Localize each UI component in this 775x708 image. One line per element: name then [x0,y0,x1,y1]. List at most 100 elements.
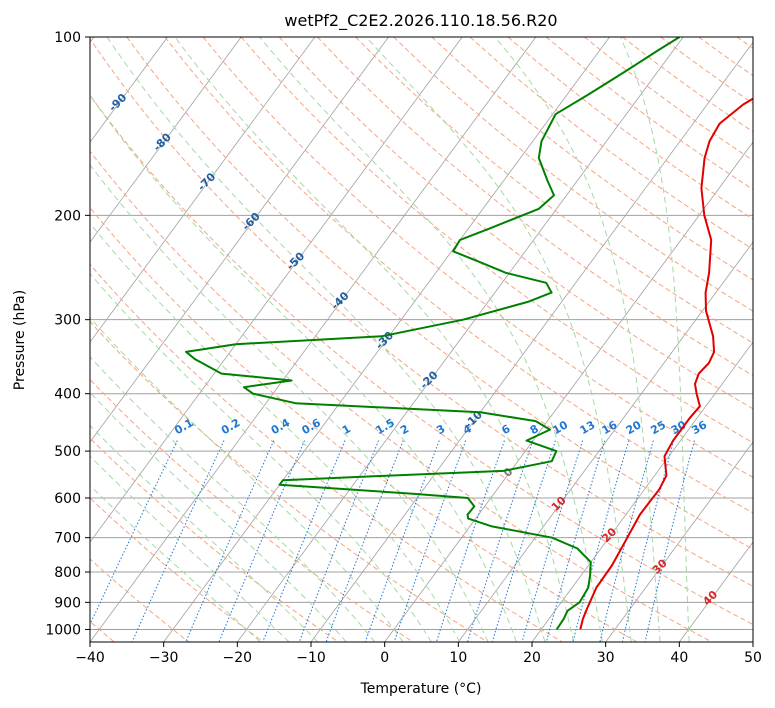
isotherm-label: -50 [284,249,307,272]
mixing-ratio-label: 16 [600,418,620,437]
mixing-ratio-line [325,440,404,642]
x-tick-label: 30 [597,650,615,666]
mixing-ratio-line [467,440,534,642]
isotherm-label: -20 [417,368,440,391]
moist-adiabat [106,37,546,642]
isotherm-line [531,341,753,642]
y-tick-label: 700 [54,531,81,547]
moist-adiabat [90,164,489,642]
y-tick-label: 400 [54,387,81,403]
dry-adiabat [90,320,488,642]
isotherm-label: -100 [59,48,88,77]
dry-adiabat [126,37,753,550]
x-tick-label: 0 [380,650,389,666]
mixing-ratio-label: 0.6 [299,416,323,437]
isotherm-line [384,141,753,642]
dry-adiabat [90,150,712,642]
y-axis-label: Pressure (hPa) [12,290,28,390]
isotherm-label: 40 [700,588,720,608]
moist-adiabat [90,272,432,642]
moist-adiabat [619,37,690,642]
y-tick-label: 800 [54,565,81,581]
x-tick-label: −10 [296,650,326,666]
mixing-ratio-line [435,440,505,642]
dry-adiabat [90,263,563,642]
dry-adiabat [393,37,753,312]
mixing-ratio-label: 0.1 [172,416,195,437]
moist-adiabat [494,37,661,642]
isotherm-label: 10 [549,494,569,514]
isotherm-line [605,441,753,642]
mixing-ratio-label: 1 [340,422,353,437]
moist-adiabat [90,94,517,642]
mixing-ratio-label: 0.2 [219,416,242,437]
moist-adiabat [174,37,575,642]
isotherm-label: -80 [151,130,174,153]
mixing-ratio-line [298,440,379,642]
temperature-profile [579,97,753,630]
isotherm-line [163,37,610,642]
moist-adiabat [90,222,461,642]
y-tick-label: 500 [54,444,81,460]
mixing-ratio-label: 2 [398,422,411,437]
x-tick-label: 20 [523,650,541,666]
isotherm-line [237,37,684,642]
isotherm-line [90,37,389,443]
mixing-ratio-line [545,440,606,642]
mixing-ratio-label: 20 [624,418,644,437]
x-tick-label: −40 [75,650,105,666]
y-tick-label: 1000 [45,622,81,638]
mixing-ratio-line [90,440,178,626]
dry-adiabat [164,37,753,514]
mixing-ratio-line [521,440,584,642]
dry-adiabat [90,37,753,587]
plot-frame [89,36,754,643]
y-tick-label: 900 [54,595,81,611]
dry-adiabat [698,37,753,77]
mixing-ratio-label: 13 [578,418,598,437]
x-axis-label: Temperature (°C) [360,681,482,697]
mixing-ratio-line [491,440,556,642]
mixing-ratio-label: 10 [550,418,570,437]
isotherm-label: -70 [195,170,218,193]
x-tick-label: −20 [223,650,253,666]
moist-adiabat [365,37,632,642]
mixing-ratio-line [218,440,305,642]
moist-adiabat [90,424,319,642]
dry-adiabat [622,37,753,133]
dry-adiabat [278,37,753,410]
mixing-ratio-line [572,440,630,642]
isotherm-label: -40 [328,289,351,312]
mixing-ratio-label: 25 [648,418,668,437]
mixing-ratio-line [131,440,225,642]
isotherm-label: 30 [650,556,670,576]
isotherm-line [90,37,463,543]
isotherm-label: -90 [106,91,129,114]
dry-adiabat [240,37,753,444]
isotherm-line [752,641,753,642]
dry-adiabat [90,378,414,642]
isotherm-line [90,37,316,343]
chart-title: wetPf2_C2E2.2026.110.18.56.R20 [284,11,557,31]
dry-adiabat [355,37,753,344]
mixing-ratio-line [599,440,654,642]
y-tick-label: 300 [54,313,81,329]
dry-adiabat [90,94,753,626]
moist-adiabat [90,356,376,642]
mixing-ratio-line [364,440,440,642]
mixing-ratio-line [644,440,695,642]
isotherm-line [90,37,168,143]
mixing-ratio-line [393,440,467,642]
isotherm-label: -30 [373,329,396,352]
mixing-ratio-label: 3 [434,422,447,437]
isotherm-line [458,241,753,642]
x-tick-label: 10 [449,650,467,666]
moist-adiabat [259,37,603,642]
mixing-ratio-label: 36 [689,418,709,437]
mixing-ratio-line [262,440,346,642]
moist-adiabat [90,316,404,642]
isotherm-label: -60 [240,210,263,233]
dry-adiabat [736,37,753,49]
